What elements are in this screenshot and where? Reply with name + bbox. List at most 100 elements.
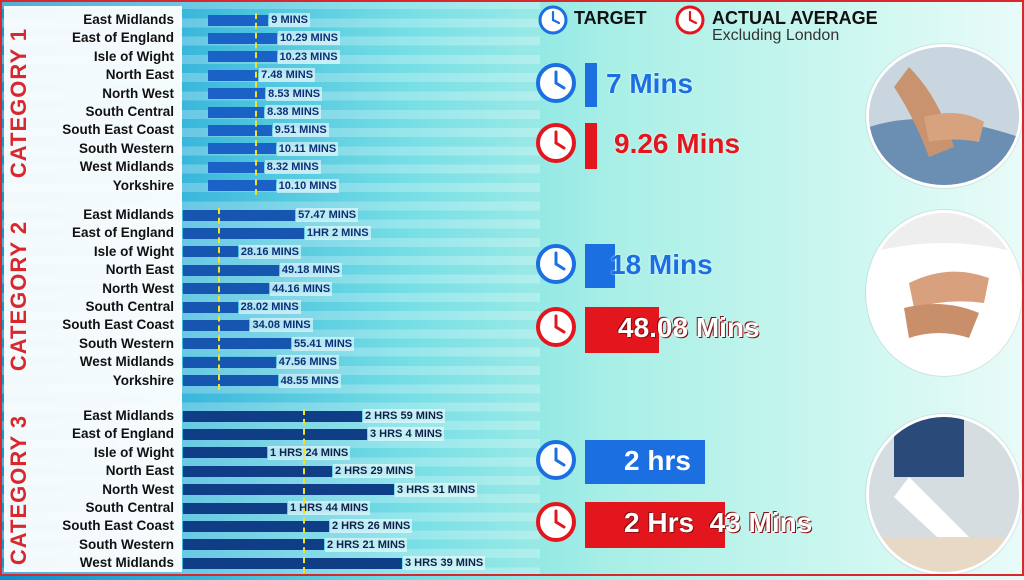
region-value-label: 10.23 MINS — [277, 49, 340, 64]
region-bar — [183, 319, 250, 331]
region-label: West Midlands — [79, 555, 174, 571]
region-value-label: 8.38 MINS — [265, 105, 322, 119]
region-bar — [183, 539, 324, 551]
region-label: Isle of Wight — [93, 243, 174, 259]
region-label: Yorkshire — [112, 177, 174, 193]
region-label: Isle of Wight — [93, 48, 174, 64]
region-label: South East Coast — [62, 317, 174, 333]
region-bar — [208, 180, 276, 192]
region-bar — [183, 465, 332, 477]
region-bar — [183, 484, 394, 496]
region-value-label: 1HR 2 MINS — [304, 226, 371, 241]
region-label: South Western — [78, 140, 174, 156]
region-bar — [183, 520, 329, 532]
region-label: West Midlands — [79, 159, 174, 175]
region-label: East of England — [71, 225, 174, 241]
target-line — [303, 409, 305, 573]
target-bar — [585, 63, 597, 107]
region-label: North East — [105, 262, 174, 278]
target-value: 2 hrs — [624, 445, 691, 476]
region-value-label: 10.29 MINS — [277, 31, 341, 46]
region-label: North West — [102, 481, 174, 497]
actual-clock-icon — [534, 305, 578, 354]
region-value-label: 55.41 MINS — [292, 336, 355, 351]
actual-value: 2 Hrs 43 Mins — [624, 507, 813, 538]
region-value-label: 7.48 MINS — [259, 68, 316, 83]
region-bar — [183, 338, 292, 350]
region-bar — [183, 227, 304, 239]
region-label: South Western — [78, 335, 174, 351]
region-bar — [208, 143, 276, 155]
actual-bar — [585, 123, 597, 169]
target-clock-icon — [534, 438, 578, 487]
actual-value: 9.26 Mins — [614, 128, 741, 159]
region-bar — [183, 301, 238, 313]
region-value-label: 48.55 MINS — [278, 373, 341, 388]
region-bar — [208, 124, 272, 136]
region-value-label: 34.08 MINS — [250, 318, 313, 333]
region-value-label: 2 HRS 21 MINS — [325, 537, 408, 552]
region-label: South Western — [78, 536, 174, 552]
region-label: South East Coast — [62, 122, 174, 138]
region-bar — [208, 51, 277, 63]
region-label: East Midlands — [83, 408, 174, 423]
region-bar — [183, 410, 362, 422]
target-clock-icon — [534, 242, 578, 291]
region-bar — [183, 428, 367, 440]
region-label: North West — [102, 280, 174, 296]
region-label: East of England — [71, 30, 174, 46]
region-label: North East — [105, 463, 174, 479]
region-value-label: 2 HRS 26 MINS — [330, 519, 413, 534]
region-value-label: 10.11 MINS — [276, 141, 339, 156]
target-clock-icon — [534, 61, 578, 110]
region-value-label: 9.51 MINS — [272, 123, 329, 138]
leg-cast-photo — [866, 414, 1022, 575]
actual-value: 48.08 Mins — [618, 312, 760, 343]
region-label: South Central — [85, 104, 174, 119]
region-label: South East Coast — [62, 518, 174, 534]
chest-pain-photo — [866, 210, 1022, 376]
region-value-label: 44.16 MINS — [270, 281, 333, 296]
target-line — [254, 13, 257, 195]
target-value: 18 Mins — [610, 249, 713, 280]
region-value-label: 8.53 MINS — [266, 86, 323, 101]
region-value-label: 47.56 MINS — [276, 355, 339, 370]
region-bar — [208, 106, 265, 118]
region-bar — [183, 447, 267, 459]
region-bar — [183, 557, 402, 569]
target-bar — [585, 244, 615, 288]
region-value-label: 28.02 MINS — [238, 300, 301, 314]
region-value-label: 49.18 MINS — [279, 263, 342, 278]
region-label: Yorkshire — [112, 372, 174, 388]
target-bar — [585, 440, 705, 484]
region-value-label: 3 HRS 4 MINS — [368, 427, 445, 442]
region-value-label: 57.47 MINS — [296, 208, 359, 222]
region-label: East Midlands — [83, 12, 174, 27]
region-value-label: 10.10 MINS — [276, 178, 339, 193]
actual-clock-icon — [675, 5, 705, 35]
region-bar — [208, 14, 269, 26]
region-value-label: 8.32 MINS — [264, 160, 321, 175]
legend-actual-label: ACTUAL AVERAGE — [712, 8, 878, 28]
cpr-photo — [866, 44, 1022, 188]
target-value: 7 Mins — [606, 68, 694, 99]
region-bar — [183, 502, 287, 514]
region-label: North West — [102, 85, 174, 101]
target-clock-icon — [538, 5, 568, 35]
region-bar — [183, 246, 238, 258]
region-label: South Central — [85, 299, 174, 314]
region-value-label: 28.16 MINS — [238, 244, 301, 259]
region-bar — [183, 264, 279, 276]
region-value-label: 1 HRS 44 MINS — [288, 501, 371, 515]
region-value-label: 3 HRS 39 MINS — [403, 556, 486, 571]
actual-clock-icon — [534, 500, 578, 549]
actual-clock-icon — [534, 121, 578, 170]
region-bar — [208, 161, 264, 173]
region-label: North East — [105, 67, 174, 83]
actual-bar — [585, 307, 659, 353]
region-label: South Central — [85, 500, 174, 515]
target-line — [218, 208, 221, 390]
region-label: East of England — [71, 426, 174, 442]
region-bar — [208, 69, 259, 81]
region-bar — [208, 88, 266, 100]
